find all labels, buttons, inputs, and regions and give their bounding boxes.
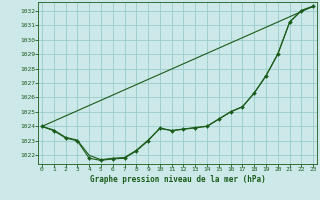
X-axis label: Graphe pression niveau de la mer (hPa): Graphe pression niveau de la mer (hPa)	[90, 175, 266, 184]
